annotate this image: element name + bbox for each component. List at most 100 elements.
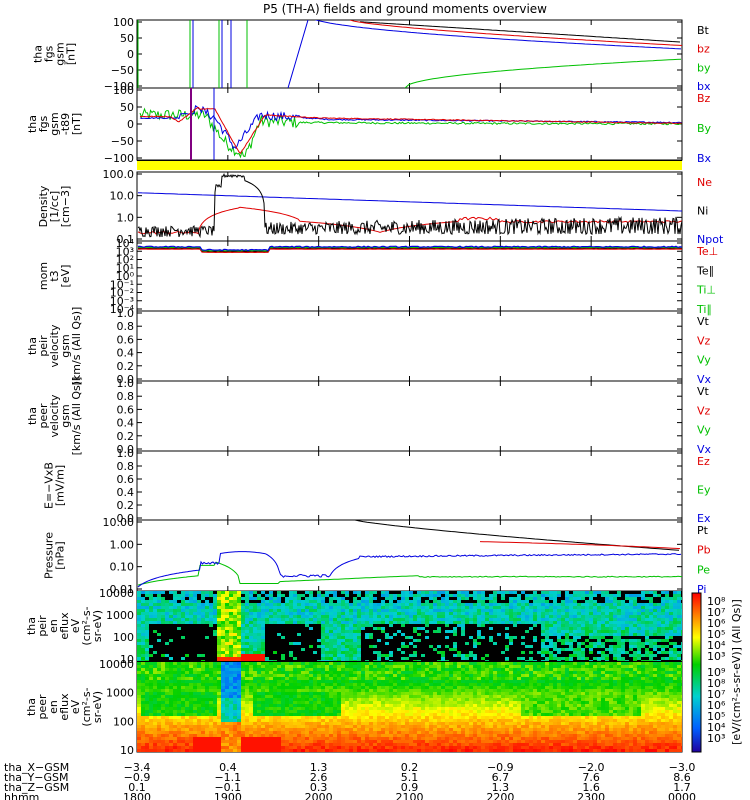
spec-cell bbox=[365, 654, 369, 657]
spec-cell bbox=[509, 615, 513, 618]
spec-cell bbox=[409, 600, 413, 603]
spec-cell bbox=[553, 651, 557, 654]
spec-cell bbox=[633, 624, 637, 627]
spec-cell bbox=[233, 612, 237, 615]
spec-cell bbox=[613, 630, 617, 633]
spec-cell bbox=[185, 630, 189, 633]
spec-cell bbox=[149, 719, 153, 722]
spec-cell bbox=[617, 636, 621, 639]
spec-cell bbox=[285, 749, 289, 752]
spec-cell bbox=[409, 612, 413, 615]
y-label-line: tha bbox=[32, 45, 45, 63]
spec-cell bbox=[281, 701, 285, 704]
spec-cell bbox=[365, 645, 369, 648]
spec-cell bbox=[445, 642, 449, 645]
spec-cell bbox=[273, 737, 277, 740]
spec-cell bbox=[269, 633, 273, 636]
spec-cell bbox=[217, 701, 221, 704]
spec-cell bbox=[425, 654, 429, 657]
spec-cell bbox=[541, 606, 545, 609]
spec-cell bbox=[301, 662, 305, 665]
spec-cell bbox=[185, 615, 189, 618]
spec-cell bbox=[501, 594, 505, 597]
spec-cell bbox=[237, 737, 241, 740]
spec-cell bbox=[457, 636, 461, 639]
spec-cell bbox=[297, 597, 301, 600]
spec-cell bbox=[193, 695, 197, 698]
spec-cell bbox=[237, 600, 241, 603]
spec-cell bbox=[665, 597, 669, 600]
spec-cell bbox=[657, 615, 661, 618]
spec-cell bbox=[533, 648, 537, 651]
spec-cell bbox=[677, 657, 681, 660]
spec-cell bbox=[489, 618, 493, 621]
spec-cell bbox=[305, 683, 309, 686]
spec-cell bbox=[645, 657, 649, 660]
spec-cell bbox=[273, 704, 277, 707]
spec-cell bbox=[137, 710, 141, 713]
spec-cell bbox=[257, 683, 261, 686]
spec-cell bbox=[457, 603, 461, 606]
spec-cell bbox=[253, 597, 257, 600]
spec-cell bbox=[301, 645, 305, 648]
spec-cell bbox=[229, 594, 233, 597]
spec-cell bbox=[177, 740, 181, 743]
spec-cell bbox=[237, 713, 241, 716]
spec-cell bbox=[605, 648, 609, 651]
spec-cell bbox=[237, 648, 241, 651]
spec-cell bbox=[285, 636, 289, 639]
spec-cell bbox=[665, 591, 669, 594]
spec-cell bbox=[273, 612, 277, 615]
spec-cell bbox=[481, 597, 485, 600]
spec-cell bbox=[437, 642, 441, 645]
bz-trace bbox=[139, 106, 682, 154]
spec-cell bbox=[353, 618, 357, 621]
spec-cell bbox=[253, 600, 257, 603]
spec-cell bbox=[149, 609, 153, 612]
spec-cell bbox=[297, 636, 301, 639]
spec-cell bbox=[473, 627, 477, 630]
spec-cell bbox=[137, 639, 141, 642]
spec-cell bbox=[621, 597, 625, 600]
spec-cell bbox=[677, 591, 681, 594]
spec-cell bbox=[397, 660, 401, 661]
spec-cell bbox=[177, 603, 181, 606]
spec-cell bbox=[149, 636, 153, 639]
spec-cell bbox=[377, 657, 381, 660]
spec-cell bbox=[137, 654, 141, 657]
spec-cell bbox=[301, 695, 305, 698]
spec-cell bbox=[221, 737, 225, 740]
spec-cell bbox=[193, 639, 197, 642]
spec-cell bbox=[253, 630, 257, 633]
spec-cell bbox=[369, 597, 373, 600]
spec-cell bbox=[241, 657, 245, 660]
spec-cell bbox=[665, 642, 669, 645]
spec-cell bbox=[505, 633, 509, 636]
spec-cell bbox=[141, 743, 145, 746]
spec-cell bbox=[369, 591, 373, 594]
spec-cell bbox=[417, 633, 421, 636]
spec-cell bbox=[157, 591, 161, 594]
spec-cell bbox=[145, 743, 149, 746]
spec-cell bbox=[269, 701, 273, 704]
spec-cell bbox=[629, 651, 633, 654]
spec-cell bbox=[365, 630, 369, 633]
spec-cell bbox=[605, 645, 609, 648]
spec-cell bbox=[389, 636, 393, 639]
spec-cell bbox=[241, 615, 245, 618]
spec-cell bbox=[157, 710, 161, 713]
spec-cell bbox=[381, 615, 385, 618]
spec-cell bbox=[197, 645, 201, 648]
spec-cell bbox=[137, 728, 141, 731]
spec-cell bbox=[433, 615, 437, 618]
spec-cell bbox=[225, 660, 229, 661]
spec-cell bbox=[269, 671, 273, 674]
spec-cell bbox=[269, 680, 273, 683]
spec-cell bbox=[589, 630, 593, 633]
spec-cell bbox=[185, 725, 189, 728]
spec-cell bbox=[549, 597, 553, 600]
spec-cell bbox=[317, 603, 321, 606]
spec-cell bbox=[189, 639, 193, 642]
spec-cell bbox=[257, 722, 261, 725]
spec-cell bbox=[401, 645, 405, 648]
